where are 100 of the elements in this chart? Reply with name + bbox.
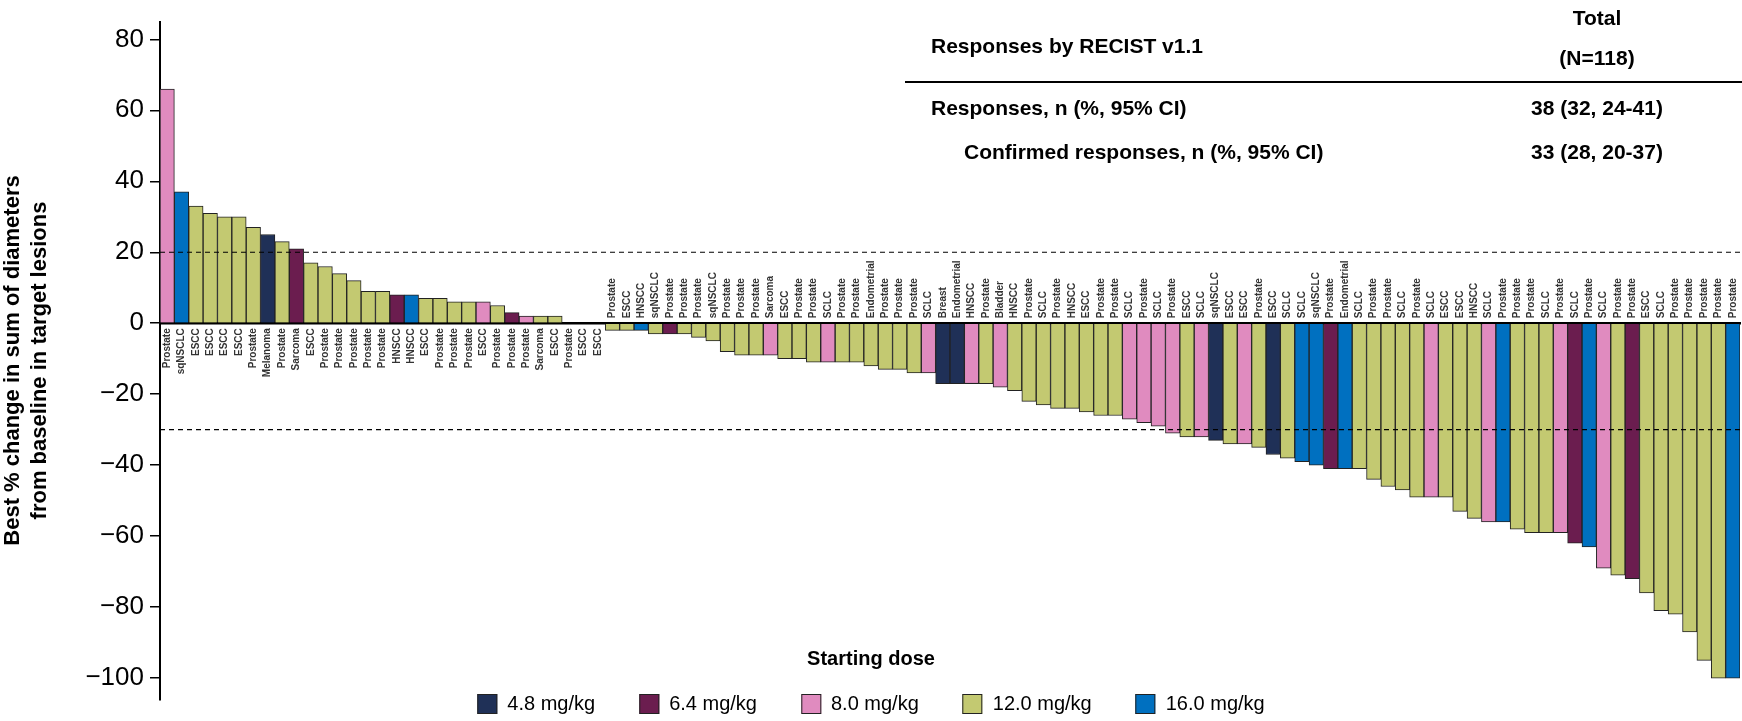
legend-label: 16.0 mg/kg bbox=[1165, 692, 1265, 715]
annotation: Responses, n (%, 95% CI) bbox=[931, 96, 1187, 120]
x-tick-label: Prostate bbox=[362, 327, 374, 369]
x-tick-label: Sarcoma bbox=[764, 275, 776, 319]
x-tick-label: Prostate bbox=[1511, 277, 1523, 319]
legend-label: 12.0 mg/kg bbox=[992, 692, 1092, 715]
x-tick-label: SCLC bbox=[1654, 291, 1666, 319]
x-tick-label: ESCC bbox=[189, 328, 201, 357]
x-tick-label: Prostate bbox=[160, 327, 172, 369]
x-tick-label: Prostate bbox=[347, 327, 359, 369]
x-tick-label: SCLC bbox=[922, 291, 934, 319]
annotation: Confirmed responses, n (%, 95% CI) bbox=[964, 140, 1324, 164]
x-tick-label: SCLC bbox=[1037, 291, 1049, 319]
x-tick-label: ESCC bbox=[1238, 290, 1250, 319]
x-tick-label: Prostate bbox=[1554, 277, 1566, 319]
x-tick-label: Prostate bbox=[1525, 277, 1537, 319]
x-tick-label: HNSCC bbox=[634, 282, 646, 319]
x-tick-label: sqNSCLC bbox=[1209, 272, 1221, 319]
x-tick-label: ESCC bbox=[620, 290, 632, 319]
y-tick-label: 80 bbox=[115, 22, 144, 53]
x-tick-label: ESCC bbox=[1640, 290, 1652, 319]
x-tick-label: Prostate bbox=[1324, 277, 1336, 319]
y-tick-label: −100 bbox=[85, 661, 144, 692]
x-tick-label: ESCC bbox=[1453, 290, 1465, 319]
x-tick-label: Prostate bbox=[1582, 277, 1594, 319]
x-tick-label: Prostate bbox=[318, 327, 330, 369]
x-tick-label: ESCC bbox=[1080, 290, 1092, 319]
x-tick-label: ESCC bbox=[778, 290, 790, 319]
annotation: Responses by RECIST v1.1 bbox=[931, 34, 1203, 58]
x-tick-label: ESCC bbox=[591, 328, 603, 357]
x-tick-label: Prostate bbox=[721, 277, 733, 319]
x-tick-label: Endometrial bbox=[1338, 260, 1350, 319]
x-tick-label: Sarcoma bbox=[534, 327, 546, 371]
y-tick-label: 0 bbox=[129, 306, 144, 337]
x-tick-label: Prostate bbox=[1712, 277, 1724, 319]
annotation: 38 (32, 24-41) bbox=[1531, 96, 1663, 120]
y-axis-title: Best % change in sum of diameters from baseline in target lesions bbox=[0, 175, 51, 546]
x-tick-label: Prostate bbox=[1051, 277, 1063, 319]
x-tick-label: ESCC bbox=[1439, 290, 1451, 319]
x-tick-label: Prostate bbox=[879, 277, 891, 319]
y-tick-label: 60 bbox=[115, 93, 144, 124]
x-tick-label: sqNSCLC bbox=[706, 272, 718, 319]
annotation: Total bbox=[1572, 6, 1622, 30]
x-tick-label: Prostate bbox=[1381, 277, 1393, 319]
x-tick-label: ESCC bbox=[1180, 290, 1192, 319]
x-tick-label: SCLC bbox=[1539, 291, 1551, 319]
x-tick-label: sqNSCLC bbox=[175, 328, 187, 375]
x-tick-label: HNSCC bbox=[1468, 282, 1480, 319]
x-tick-label: HNSCC bbox=[1008, 282, 1020, 319]
x-tick-label: Prostate bbox=[749, 277, 761, 319]
x-tick-label: Prostate bbox=[1611, 277, 1623, 319]
legend-label: 4.8 mg/kg bbox=[507, 692, 596, 715]
x-tick-label: ESCC bbox=[419, 328, 431, 357]
x-tick-label: Prostate bbox=[1137, 277, 1149, 319]
x-tick-label: ESCC bbox=[304, 328, 316, 357]
x-tick-label: Prostate bbox=[1022, 277, 1034, 319]
y-tick-label: −20 bbox=[99, 377, 144, 408]
legend-label: 6.4 mg/kg bbox=[669, 692, 757, 715]
x-tick-label: Prostate bbox=[1094, 277, 1106, 319]
x-tick-label: Bladder bbox=[994, 280, 1006, 319]
x-tick-label: Prostate bbox=[1726, 277, 1738, 319]
legend-label: 8.0 mg/kg bbox=[830, 692, 919, 715]
x-tick-label: Prostate bbox=[1108, 277, 1120, 319]
x-tick-label: ESCC bbox=[1223, 290, 1235, 319]
x-tick-label: Prostate bbox=[907, 277, 919, 319]
x-tick-label: Prostate bbox=[606, 277, 618, 319]
x-tick-label: Prostate bbox=[692, 277, 704, 319]
y-tick-label: −60 bbox=[99, 519, 144, 550]
x-tick-label: SCLC bbox=[1482, 291, 1494, 319]
x-tick-label: SCLC bbox=[1353, 291, 1365, 319]
x-tick-label: Prostate bbox=[448, 327, 460, 369]
x-tick-label: Prostate bbox=[1367, 277, 1379, 319]
x-tick-label: Prostate bbox=[333, 327, 345, 369]
x-tick-label: Prostate bbox=[1166, 277, 1178, 319]
x-tick-label: sqNSCLC bbox=[649, 272, 661, 319]
x-tick-label: ESCC bbox=[232, 328, 244, 357]
x-tick-label: sqNSCLC bbox=[1310, 272, 1322, 319]
x-tick-label: Prostate bbox=[836, 277, 848, 319]
y-tick-label: 20 bbox=[115, 235, 144, 266]
x-tick-label: SCLC bbox=[1281, 291, 1293, 319]
x-tick-label: SCLC bbox=[1295, 291, 1307, 319]
x-tick-label: Prostate bbox=[247, 327, 259, 369]
y-tick-label: −80 bbox=[99, 590, 144, 621]
x-tick-label: Endometrial bbox=[864, 260, 876, 319]
x-tick-label: Prostate bbox=[807, 277, 819, 319]
x-tick-label: SCLC bbox=[1597, 291, 1609, 319]
x-tick-label: Breast bbox=[936, 286, 948, 319]
x-tick-label: HNSCC bbox=[1065, 282, 1077, 319]
x-tick-label: Prostate bbox=[1697, 277, 1709, 319]
x-tick-label: HNSCC bbox=[965, 282, 977, 319]
x-tick-label: Prostate bbox=[663, 277, 675, 319]
y-tick-label: 40 bbox=[115, 164, 144, 195]
x-tick-label: Prostate bbox=[563, 327, 575, 369]
x-tick-label: ESCC bbox=[548, 328, 560, 357]
x-tick-label: HNSCC bbox=[405, 328, 417, 364]
x-tick-label: Prostate bbox=[505, 327, 517, 369]
x-tick-label: Prostate bbox=[979, 277, 991, 319]
x-tick-label: ESCC bbox=[218, 328, 230, 357]
legend-title: Starting dose bbox=[807, 647, 935, 670]
x-tick-label: SCLC bbox=[1123, 291, 1135, 319]
